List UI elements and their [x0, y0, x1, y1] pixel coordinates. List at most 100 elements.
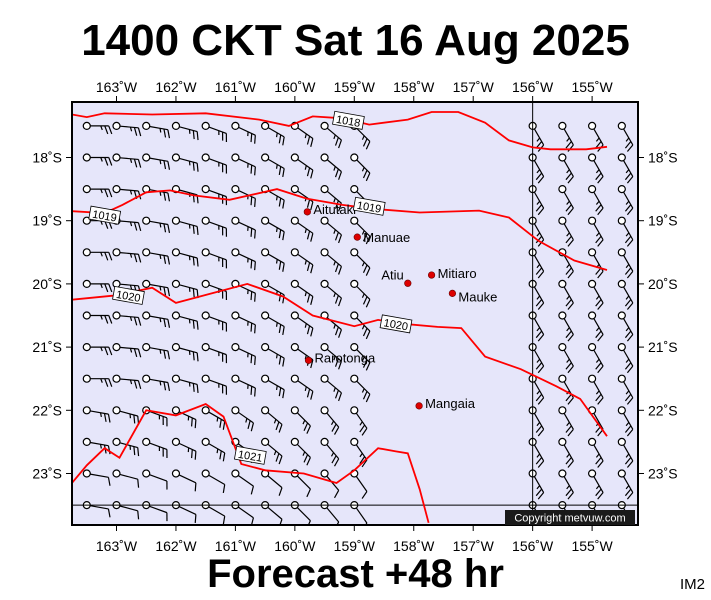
wind-barb: [290, 311, 314, 337]
wind-barb: [231, 121, 256, 144]
wind-barb: [350, 437, 368, 468]
wind-barb: [558, 437, 574, 468]
wind-barb: [261, 406, 283, 433]
copyright-badge: Copyright metvuw.com: [505, 510, 635, 525]
wind-barb: [231, 374, 256, 397]
wind-barb: [290, 406, 311, 434]
wind-barb: [261, 311, 285, 336]
lon-tick-top: 157˚W: [453, 79, 495, 95]
svg-text:1019: 1019: [91, 209, 117, 225]
wind-barb: [558, 121, 574, 152]
forecast-label: Forecast +48 hr: [207, 552, 504, 596]
wind-barb: [171, 437, 197, 460]
wind-barb: [142, 374, 171, 392]
wind-barb: [350, 216, 371, 245]
lat-tick-left: 20˚S: [32, 276, 62, 292]
wind-barb: [617, 248, 634, 279]
wind-barb: [142, 121, 171, 139]
wind-barb: [350, 153, 371, 182]
lat-tick-right: 18˚S: [648, 150, 678, 166]
wind-barb: [587, 279, 604, 310]
lon-tick-top: 159˚W: [334, 79, 376, 95]
lon-tick-bottom: 157˚W: [453, 538, 495, 554]
wind-barb: [231, 248, 256, 271]
isobar-label: 1021: [233, 445, 267, 465]
lon-tick-bottom: 163˚W: [96, 538, 138, 554]
wind-barb: [201, 374, 228, 395]
lon-tick-top: 156˚W: [512, 79, 554, 95]
wind-barb: [171, 343, 199, 362]
wind-barb: [617, 343, 634, 374]
place-marker: [304, 356, 313, 364]
place-marker: [415, 402, 423, 410]
lon-tick-bottom: 156˚W: [512, 538, 554, 554]
isobar-label: 1020: [112, 285, 145, 305]
place-label: Aitutaki: [313, 202, 356, 217]
wind-barb: [231, 311, 256, 334]
lon-tick-top: 160˚W: [274, 79, 316, 95]
place-label: Manuae: [363, 230, 410, 245]
wind-barb: [201, 248, 228, 269]
wind-barb: [648, 375, 663, 404]
wind-barb: [112, 374, 142, 390]
places: Aitutaki Manuae Mitiaro Atiu Mauke Rarotonga M…: [303, 202, 497, 411]
wind-barb: [290, 469, 311, 498]
wind-barb: [201, 153, 228, 174]
wind-barb: [587, 343, 604, 374]
wind-barb: [648, 502, 663, 531]
place-label: Mitiaro: [438, 266, 477, 281]
wind-barb: [171, 121, 199, 141]
wind-barb: [320, 406, 340, 435]
wind-barb: [82, 374, 113, 387]
wind-barb: [112, 343, 142, 358]
wind-barb: [201, 311, 228, 332]
lat-tick-right: 20˚S: [648, 276, 678, 292]
wind-barb: [617, 374, 634, 405]
place-aitutaki: Aitutaki: [303, 202, 356, 217]
wind-barb: [320, 216, 342, 244]
wind-barb: [320, 248, 342, 275]
graticule: [72, 102, 638, 525]
lat-tick-right: 19˚S: [648, 213, 678, 229]
wind-barb: [112, 153, 142, 168]
wind-barb: [350, 279, 371, 308]
lon-tick-top: 155˚W: [571, 79, 613, 95]
isobar-1018-line: [72, 111, 608, 151]
wind-barb: [558, 469, 574, 500]
wind-barb: [320, 153, 342, 180]
place-marker: [427, 271, 436, 279]
lon-tick-bottom: 158˚W: [393, 538, 435, 554]
lat-tick-right: 21˚S: [648, 339, 678, 355]
lon-tick-top: 162˚W: [155, 79, 197, 95]
place-label: Rarotonga: [315, 350, 376, 365]
wind-barbs: [82, 121, 663, 531]
wind-barb: [82, 406, 111, 423]
lon-tick-bottom: 159˚W: [334, 538, 376, 554]
wind-barb: [290, 216, 314, 242]
wind-barb: [320, 469, 340, 499]
wind-barb: [617, 153, 634, 184]
wind-barb: [558, 216, 574, 247]
wind-barb: [350, 406, 368, 436]
isobar-label: 1020: [379, 314, 413, 333]
wind-barb: [201, 343, 228, 364]
wind-barb: [82, 311, 113, 324]
wind-barb: [648, 122, 663, 151]
wind-barb: [587, 311, 604, 342]
svg-text:1018: 1018: [335, 114, 361, 130]
wind-barb: [558, 185, 574, 216]
place-marker: [353, 233, 361, 241]
wind-barb: [82, 185, 113, 198]
wind-barb: [587, 153, 604, 184]
wind-barb: [82, 343, 113, 356]
isobar-1020-line: [72, 282, 608, 437]
place-rarotonga: Rarotonga: [304, 350, 376, 365]
wind-barb: [112, 121, 142, 137]
svg-text:1019: 1019: [356, 200, 382, 216]
wind-barb: [112, 311, 142, 326]
wind-barb: [617, 311, 634, 342]
isobar-1019-line: [72, 188, 608, 271]
isobar-label: 1019: [88, 205, 122, 225]
wind-barb: [231, 406, 255, 432]
wind-barb: [142, 343, 171, 360]
